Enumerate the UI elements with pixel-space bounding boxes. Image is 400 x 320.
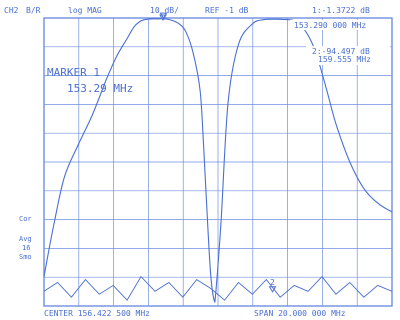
correction-annotation: Cor <box>19 215 32 223</box>
mode-label: log MAG <box>68 6 102 15</box>
marker2-frequency: 159.555 MHz <box>318 55 371 64</box>
averaging-count: 16 <box>22 244 30 252</box>
marker1-frequency: 153.290 000 MHz <box>294 21 366 30</box>
noise-floor-trace <box>43 275 393 301</box>
marker2-readout-bg <box>306 46 390 65</box>
marker-2-symbol-label: 2 <box>270 278 275 287</box>
reference-label: REF -1 dB <box>205 6 249 15</box>
active-marker-label: MARKER 1 <box>47 66 100 79</box>
marker-2-icon: 2 <box>268 278 277 293</box>
marker-1-icon <box>159 12 168 20</box>
transmission-trace <box>43 18 393 303</box>
smoothing-annotation: Smo <box>19 253 32 261</box>
header-bar: CH2 B/R log MAG 10 dB/ REF -1 dB 1:-1.37… <box>4 6 370 15</box>
averaging-annotation: Avg <box>19 235 32 243</box>
center-frequency: CENTER 156.422 500 MHz <box>44 309 150 318</box>
channel-label: CH2 <box>4 6 19 15</box>
format-label: B/R <box>26 6 41 15</box>
marker1-freq-bg <box>290 20 390 30</box>
active-marker-value: 153.29 MHz <box>67 82 133 95</box>
marker1-readout: 1:-1.3722 dB <box>312 6 370 15</box>
span-frequency: SPAN 20.000 000 MHz <box>254 309 346 318</box>
marker2-readout: 2:-94.497 dB <box>312 47 370 56</box>
scale-label: 10 dB/ <box>150 6 179 15</box>
